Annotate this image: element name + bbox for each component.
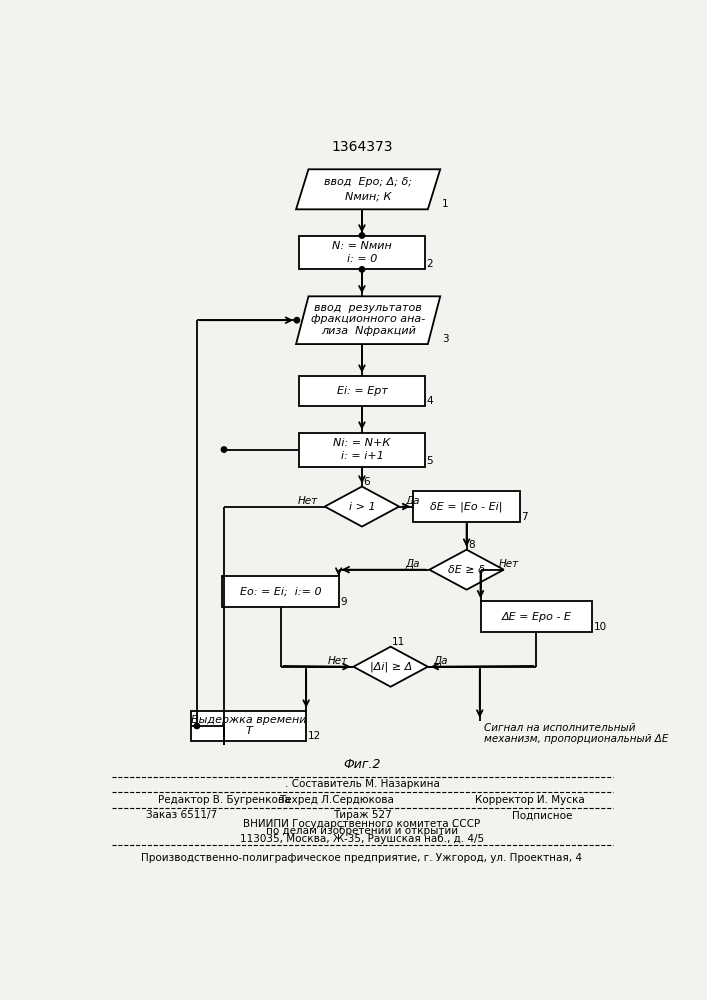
Text: i: = 0: i: = 0 (346, 254, 377, 264)
Text: 12: 12 (308, 731, 321, 741)
Bar (223, 576, 339, 607)
Polygon shape (429, 550, 504, 590)
Text: δE = |Еo - Еi|: δE = |Еo - Еi| (431, 501, 503, 512)
Text: лиза  Nфракций: лиза Nфракций (321, 326, 416, 336)
Text: Нет: Нет (328, 656, 348, 666)
Text: Подписное: Подписное (512, 810, 572, 820)
Text: 8: 8 (468, 540, 474, 550)
Text: ввод  Еро; Δ; δ;: ввод Еро; Δ; δ; (324, 177, 412, 187)
Text: Корректор И. Муска: Корректор И. Муска (475, 795, 585, 805)
Text: Да: Да (405, 559, 419, 569)
Text: ВНИИПИ Государственного комитета СССР: ВНИИПИ Государственного комитета СССР (243, 819, 481, 829)
Text: ввод  результатов: ввод результатов (315, 303, 422, 313)
Text: Да: Да (433, 656, 448, 666)
Text: Выдержка времени: Выдержка времени (191, 715, 307, 725)
Text: 113035, Москва, Ж-35, Раушская наб., д. 4/5: 113035, Москва, Ж-35, Раушская наб., д. … (240, 834, 484, 844)
Text: 9: 9 (340, 597, 347, 607)
Text: Нет: Нет (498, 559, 518, 569)
Circle shape (359, 233, 365, 238)
Text: 4: 4 (426, 396, 433, 406)
Text: фракционного ана-: фракционного ана- (311, 314, 426, 324)
Bar (192, 711, 306, 741)
Text: Еo: = Еi;  i:= 0: Еo: = Еi; i:= 0 (240, 586, 322, 596)
Text: Заказ 6511/7: Заказ 6511/7 (146, 810, 218, 820)
Circle shape (194, 723, 199, 729)
Text: Т: Т (245, 726, 252, 736)
Bar (481, 601, 592, 632)
Text: Техред Л.Сердюкова: Техред Л.Сердюкова (279, 795, 394, 805)
Polygon shape (325, 487, 399, 527)
Text: по делам изобретений и открытий: по делам изобретений и открытий (266, 826, 458, 836)
Bar (413, 491, 520, 522)
Text: ΔE = Еро - E: ΔE = Еро - E (501, 612, 571, 622)
Text: Сигнал на исполнительный: Сигнал на исполнительный (484, 723, 635, 733)
Circle shape (359, 267, 365, 272)
Bar (299, 376, 425, 406)
Text: механизм, пропорциональный ΔE: механизм, пропорциональный ΔE (484, 734, 668, 744)
Text: Редактор В. Бугренкова: Редактор В. Бугренкова (158, 795, 291, 805)
Polygon shape (296, 296, 440, 344)
Bar (299, 433, 425, 466)
Text: i > 1: i > 1 (349, 502, 375, 512)
Text: 3: 3 (442, 334, 448, 344)
Text: Еi: = Ерт: Еi: = Ерт (337, 386, 387, 396)
Text: 11: 11 (392, 637, 405, 647)
Text: 6: 6 (363, 477, 370, 487)
Circle shape (221, 447, 227, 452)
Text: Производственно-полиграфическое предприятие, г. Ужгород, ул. Проектная, 4: Производственно-полиграфическое предприя… (141, 853, 583, 863)
Text: Тираж 527: Тираж 527 (332, 810, 392, 820)
Polygon shape (354, 647, 428, 687)
Text: 1: 1 (442, 199, 448, 209)
Text: 10: 10 (594, 622, 607, 632)
Text: 1364373: 1364373 (331, 140, 392, 154)
Text: Фиг.2: Фиг.2 (343, 758, 380, 771)
Text: Да: Да (406, 496, 421, 506)
Text: Ni: = N+К: Ni: = N+К (333, 438, 390, 448)
Text: |Δi| ≥ Δ: |Δi| ≥ Δ (370, 661, 411, 672)
Bar (299, 235, 425, 269)
Text: N: = Nмин: N: = Nмин (332, 241, 392, 251)
Text: Nмин; К: Nмин; К (345, 191, 392, 201)
Text: 7: 7 (522, 512, 528, 522)
Text: i: = i+1: i: = i+1 (341, 451, 383, 461)
Text: 5: 5 (426, 456, 433, 466)
Polygon shape (296, 169, 440, 209)
Text: . Составитель М. Назаркина: . Составитель М. Назаркина (284, 779, 439, 789)
Circle shape (294, 318, 300, 323)
Text: Нет: Нет (298, 496, 317, 506)
Text: 2: 2 (426, 259, 433, 269)
Text: δE ≥ δ: δE ≥ δ (448, 565, 485, 575)
